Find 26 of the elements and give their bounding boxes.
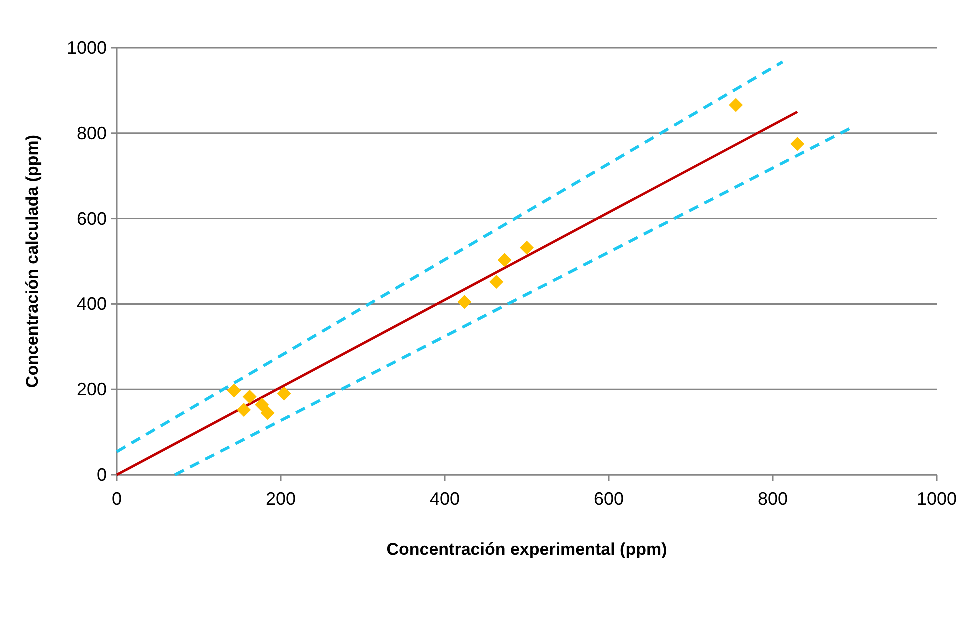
- y-tick-label: 600: [76, 208, 107, 229]
- y-tick-label: 1000: [66, 38, 107, 58]
- y-tick-label: 200: [76, 380, 107, 400]
- point: [498, 253, 512, 268]
- x-tick-label: 800: [758, 489, 788, 509]
- x-tick-label: 200: [266, 489, 296, 509]
- y-tick-label: 800: [76, 123, 107, 144]
- point: [255, 398, 270, 412]
- point: [260, 406, 275, 420]
- x-tick-label: 1000: [916, 489, 958, 509]
- point: [729, 98, 744, 112]
- point: [458, 295, 472, 310]
- point: [227, 384, 242, 398]
- y-tick-label: 0: [96, 465, 107, 485]
- point: [520, 240, 534, 255]
- point: [237, 403, 252, 418]
- point: [242, 390, 257, 404]
- x-tick-label: 0: [112, 489, 122, 509]
- point: [277, 386, 292, 401]
- x-tick-label: 400: [430, 489, 460, 509]
- point: [790, 137, 805, 152]
- point: [490, 274, 504, 289]
- y-tick-label: 400: [76, 294, 107, 314]
- y-axis-title: Concentración calculada (ppm): [23, 134, 42, 388]
- x-tick-label: 600: [594, 489, 624, 509]
- x-axis-title: Concentración experimental (ppm): [386, 540, 668, 559]
